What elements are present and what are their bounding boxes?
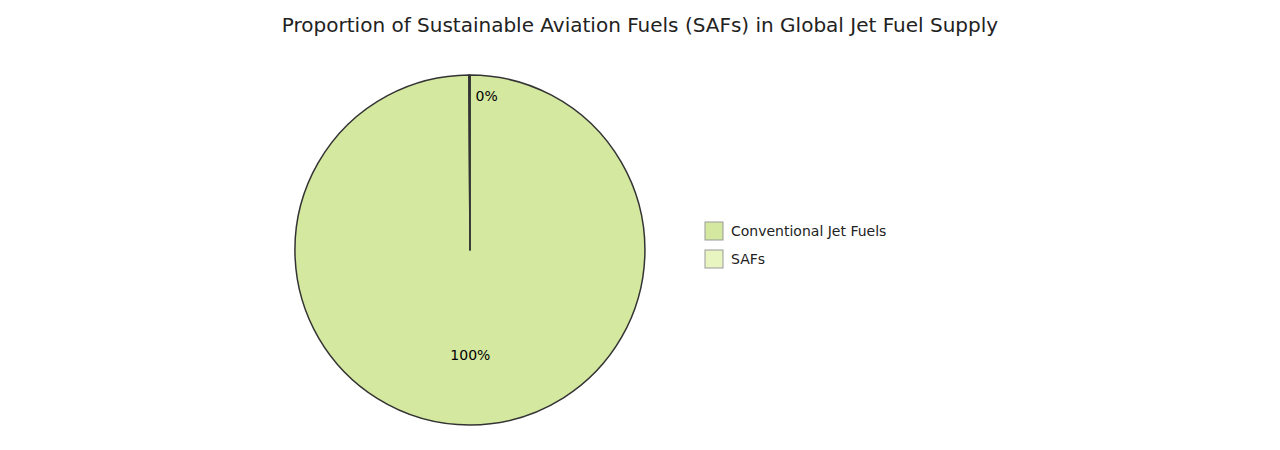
pie-slice <box>295 75 645 425</box>
legend-label: SAFs <box>731 251 765 267</box>
legend-label: Conventional Jet Fuels <box>731 223 886 239</box>
legend: Conventional Jet Fuels SAFs <box>705 222 886 268</box>
chart: Proportion of Sustainable Aviation Fuels… <box>0 0 1280 450</box>
data-label: 0% <box>476 88 498 104</box>
legend-swatch <box>705 222 723 240</box>
data-labels: 100% 0% <box>450 88 497 363</box>
pie-slice <box>469 75 470 250</box>
legend-swatch <box>705 250 723 268</box>
data-label: 100% <box>450 347 490 363</box>
title: Proportion of Sustainable Aviation Fuels… <box>282 13 998 37</box>
pie <box>295 75 645 425</box>
legend-item: Conventional Jet Fuels <box>705 222 886 240</box>
legend-item: SAFs <box>705 250 765 268</box>
